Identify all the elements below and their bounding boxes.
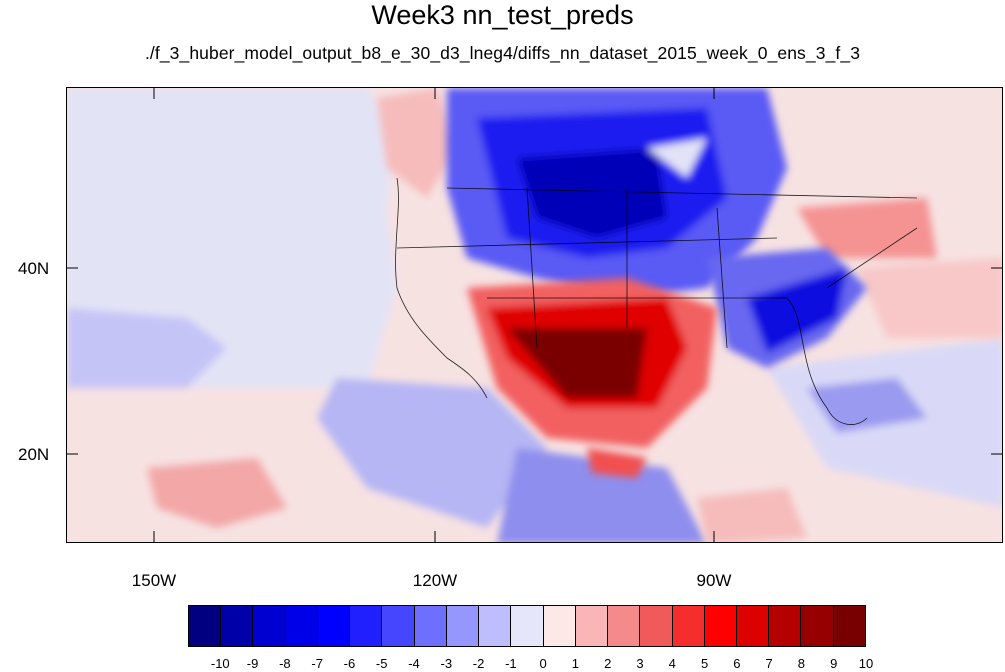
blue-anomaly-southeast bbox=[707, 248, 867, 368]
colorbar-tick-label: -10 bbox=[210, 656, 230, 671]
colorbar-swatch bbox=[350, 606, 383, 646]
colorbar-swatch bbox=[317, 606, 351, 646]
blue-anomaly-north bbox=[447, 88, 787, 298]
lon-label-90w: 90W bbox=[696, 571, 732, 590]
colorbar-tick-label: -7 bbox=[311, 656, 323, 671]
colorbar-swatch bbox=[801, 606, 834, 646]
colorbar-swatch bbox=[382, 606, 415, 646]
colorbar-tick-label: -2 bbox=[472, 656, 485, 671]
colorbar-swatch bbox=[543, 606, 576, 646]
red-anomaly-southwest bbox=[467, 278, 717, 478]
colorbar-tick-label: -8 bbox=[279, 656, 291, 671]
colorbar-tick-label: 1 bbox=[571, 656, 580, 671]
map-subtitle: ./f_3_huber_model_output_b8_e_30_d3_lneg… bbox=[144, 43, 861, 63]
colorbar-swatch bbox=[769, 606, 802, 646]
colorbar-swatch bbox=[221, 606, 254, 646]
colorbar-swatch bbox=[640, 606, 673, 646]
colorbar-tick-label: 6 bbox=[733, 656, 741, 671]
colorbar-tick-label: 5 bbox=[700, 656, 709, 671]
colorbar-swatch bbox=[253, 606, 286, 646]
colorbar-tick-label: 3 bbox=[636, 656, 644, 671]
light-blue-regions bbox=[67, 88, 1002, 542]
lat-label-20n: 20N bbox=[18, 445, 50, 464]
colorbar bbox=[188, 605, 866, 647]
colorbar-tick-label: 8 bbox=[797, 656, 806, 671]
colorbar-swatch bbox=[446, 606, 480, 646]
coastline-borders bbox=[395, 177, 918, 425]
colorbar-swatch bbox=[608, 606, 641, 646]
light-red-regions bbox=[147, 88, 1002, 542]
colorbar-swatch bbox=[414, 606, 447, 646]
colorbar-swatch bbox=[285, 606, 318, 646]
colorbar-tick-label: 10 bbox=[858, 656, 874, 671]
colorbar-tick-label: -9 bbox=[246, 656, 259, 671]
colorbar-tick-label: -1 bbox=[505, 656, 517, 671]
lon-label-120w: 120W bbox=[412, 571, 458, 590]
colorbar-swatch bbox=[575, 606, 609, 646]
colorbar-tick-label: 7 bbox=[765, 656, 773, 671]
anomaly-field bbox=[67, 88, 1002, 542]
colorbar-tick-label: 4 bbox=[668, 656, 676, 671]
colorbar-swatch bbox=[479, 606, 512, 646]
colorbar-swatch bbox=[511, 606, 544, 646]
colorbar-swatch bbox=[704, 606, 737, 646]
colorbar-tick-label: -6 bbox=[343, 656, 356, 671]
colorbar-tick-label: 0 bbox=[539, 656, 547, 671]
colorbar-swatch bbox=[672, 606, 705, 646]
lat-label-40n: 40N bbox=[18, 259, 50, 278]
colorbar-tick-label: 9 bbox=[830, 656, 838, 671]
colorbar-tick-label: -4 bbox=[408, 656, 420, 671]
colorbar-tick-label: 2 bbox=[604, 656, 612, 671]
colorbar-swatch bbox=[833, 606, 865, 646]
colorbar-tick-label: -3 bbox=[440, 656, 453, 671]
lon-label-150w: 150W bbox=[131, 571, 177, 590]
map-plot-area[interactable] bbox=[66, 87, 1003, 543]
colorbar-swatch bbox=[189, 606, 222, 646]
colorbar-swatch bbox=[736, 606, 770, 646]
colorbar-tick-label: -5 bbox=[375, 656, 388, 671]
map-title: Week3 nn_test_preds bbox=[371, 0, 634, 30]
